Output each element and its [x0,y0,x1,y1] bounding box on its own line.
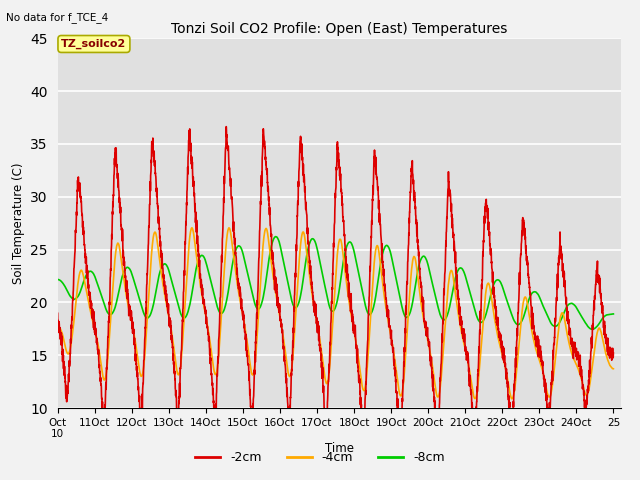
Legend: -2cm, -4cm, -8cm: -2cm, -4cm, -8cm [190,446,450,469]
Text: TZ_soilco2: TZ_soilco2 [61,39,127,49]
Title: Tonzi Soil CO2 Profile: Open (East) Temperatures: Tonzi Soil CO2 Profile: Open (East) Temp… [171,22,508,36]
Y-axis label: Soil Temperature (C): Soil Temperature (C) [12,162,25,284]
X-axis label: Time: Time [324,442,354,455]
Text: No data for f_TCE_4: No data for f_TCE_4 [6,12,109,23]
